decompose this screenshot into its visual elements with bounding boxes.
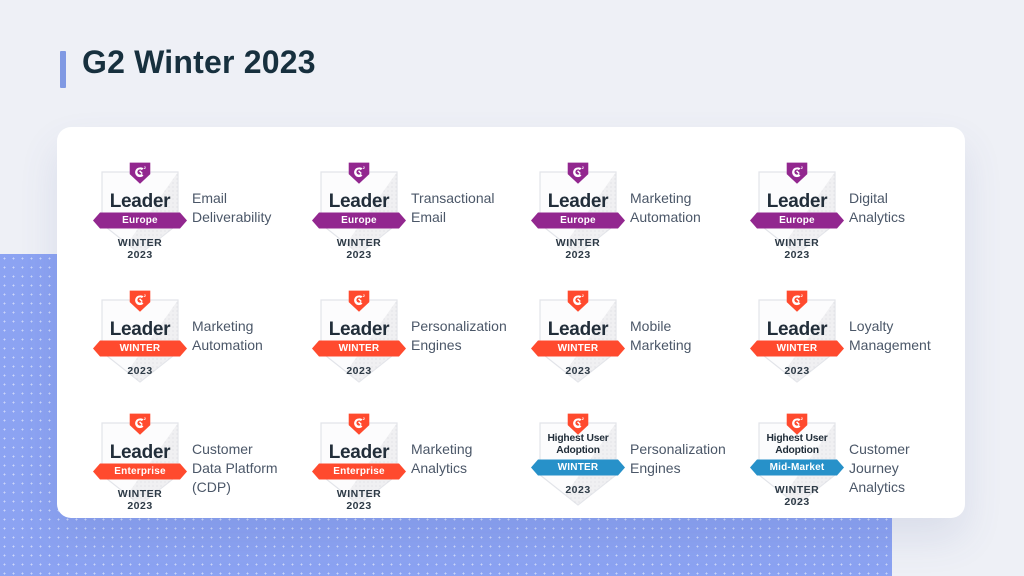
svg-text:2: 2	[582, 417, 584, 421]
svg-text:2: 2	[144, 417, 146, 421]
svg-text:2: 2	[363, 166, 365, 170]
svg-text:2: 2	[144, 166, 146, 170]
svg-text:2: 2	[144, 294, 146, 298]
svg-text:2: 2	[801, 294, 803, 298]
svg-text:2: 2	[582, 294, 584, 298]
svg-text:2: 2	[801, 417, 803, 421]
svg-text:2: 2	[582, 166, 584, 170]
svg-text:2: 2	[363, 417, 365, 421]
svg-text:2: 2	[801, 166, 803, 170]
svg-text:2: 2	[363, 294, 365, 298]
